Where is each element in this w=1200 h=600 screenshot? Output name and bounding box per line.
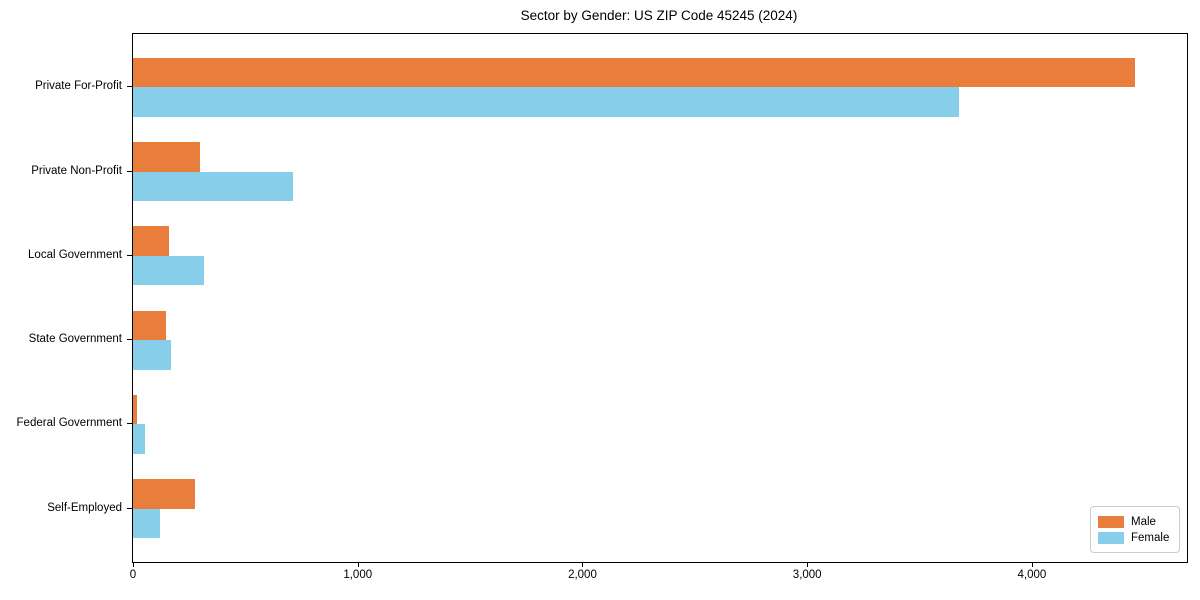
- bar-female-2: [133, 255, 205, 286]
- chart-title: Sector by Gender: US ZIP Code 45245 (202…: [520, 8, 798, 23]
- bar-female-3: [133, 340, 171, 370]
- legend-swatch-female: [1098, 531, 1124, 544]
- bar-male-5: [133, 479, 196, 509]
- bar-female-5: [133, 508, 160, 538]
- y-axis-label-2: Local Government: [28, 248, 122, 261]
- bar-male-0: [133, 58, 1136, 88]
- y-axis-label-0: Private For-Profit: [35, 80, 122, 93]
- y-tick-1: [127, 170, 132, 172]
- x-axis-label-0: 0: [129, 569, 137, 581]
- y-tick-3: [127, 339, 132, 341]
- x-tick-4: [1031, 563, 1033, 567]
- bar-male-1: [133, 142, 201, 172]
- plot-area: [132, 33, 1188, 563]
- x-tick-1: [357, 563, 359, 567]
- y-axis-label-5: Self-Employed: [47, 501, 122, 514]
- bar-female-4: [133, 424, 145, 454]
- bar-male-4: [133, 394, 138, 425]
- y-tick-5: [127, 507, 132, 509]
- y-axis-label-3: State Government: [28, 333, 122, 346]
- bar-female-0: [133, 87, 959, 117]
- x-tick-0: [133, 563, 134, 567]
- x-tick-2: [582, 563, 584, 567]
- legend-label-female: Female: [1131, 531, 1170, 544]
- x-tick-3: [807, 563, 809, 567]
- bar-female-1: [133, 171, 294, 202]
- x-axis-label-2: 2,000: [568, 569, 597, 581]
- y-tick-0: [127, 86, 132, 88]
- bar-male-2: [133, 226, 169, 256]
- y-tick-2: [127, 254, 132, 256]
- x-axis-label-3: 3,000: [792, 569, 822, 581]
- legend-swatch-male: [1098, 515, 1124, 528]
- legend-item-male: Male: [1098, 515, 1172, 528]
- legend-label-male: Male: [1131, 515, 1156, 528]
- y-tick-4: [127, 423, 132, 425]
- legend: Male Female: [1090, 506, 1180, 553]
- bar-male-3: [133, 310, 166, 341]
- legend-item-female: Female: [1098, 531, 1172, 544]
- x-axis-label-1: 1,000: [343, 569, 373, 581]
- y-axis-label-4: Federal Government: [16, 417, 122, 430]
- y-axis-label-1: Private Non-Profit: [31, 164, 122, 177]
- x-axis-label-4: 4,000: [1017, 569, 1047, 581]
